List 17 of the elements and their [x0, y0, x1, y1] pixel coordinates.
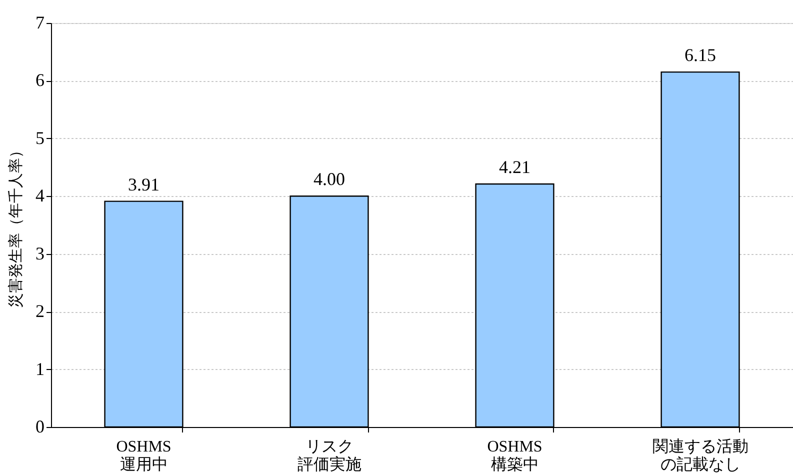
- y-tick-label: 7: [36, 12, 44, 32]
- data-label: 3.91: [128, 174, 160, 194]
- x-tick-label: 関連する活動の記載なし: [652, 438, 748, 474]
- y-tick-label: 0: [36, 416, 44, 436]
- y-tick-label: 5: [36, 128, 44, 148]
- x-tick-label: OSHMS構築中: [487, 438, 542, 474]
- y-tick-label: 1: [36, 358, 44, 379]
- y-tick-label: 4: [36, 186, 44, 206]
- y-tick-label: 3: [36, 243, 44, 264]
- data-label: 4.21: [499, 157, 530, 178]
- data-label: 6.15: [684, 45, 716, 66]
- data-label: 4.00: [314, 169, 345, 190]
- y-tick-label: 2: [36, 301, 44, 322]
- x-tick-label: OSHMS運用中: [116, 438, 172, 474]
- y-axis-title: 災害発生率（年千人率）: [8, 143, 24, 308]
- y-tick-label: 6: [36, 70, 44, 90]
- x-tick-label: リスク評価実施: [297, 438, 362, 474]
